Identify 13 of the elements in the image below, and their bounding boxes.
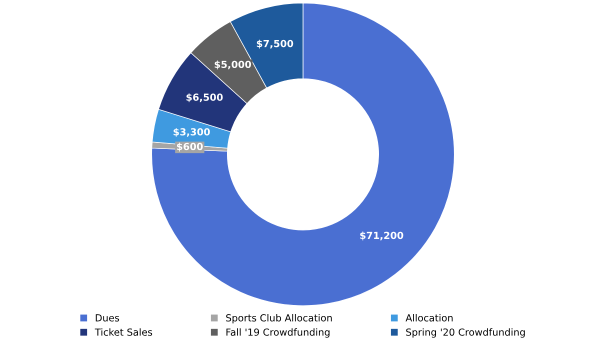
data-label: $3,300 [174,128,210,137]
data-label: $5,000 [214,60,252,70]
legend-label: Fall '19 Crowdfunding [226,328,330,338]
legend-label: Spring '20 Crowdfunding [406,328,525,338]
donut-slice [151,2,455,306]
legend-label: Allocation [406,314,453,322]
legend-label: Sports Club Allocation [226,314,332,324]
data-label: $600 [176,142,203,152]
data-label: $71,200 [360,232,404,240]
data-label: $7,500 [256,40,294,49]
legend-label: Dues [96,314,120,322]
legend-label: Ticket Sales [94,328,152,336]
data-label: $6,500 [186,93,223,102]
